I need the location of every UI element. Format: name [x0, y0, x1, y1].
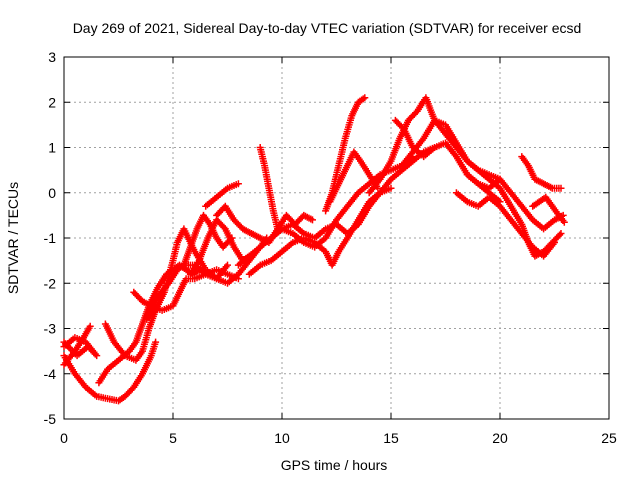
- y-axis-label: SDTVAR / TECUs: [5, 182, 21, 294]
- series-track-22: [463, 171, 567, 233]
- y-tick-label: 3: [48, 49, 56, 65]
- y-tick-label: 0: [48, 185, 56, 201]
- chart-title: Day 269 of 2021, Sidereal Day-to-day VTE…: [73, 20, 582, 36]
- series-track-5: [101, 225, 231, 364]
- x-tick-label: 15: [383, 430, 399, 446]
- x-tick-label: 25: [601, 430, 617, 446]
- x-axis-label: GPS time / hours: [281, 457, 388, 473]
- series-track-15: [267, 144, 439, 242]
- x-tick-label: 5: [169, 430, 177, 446]
- grid-lines: [64, 57, 609, 419]
- x-tick-label: 20: [492, 430, 508, 446]
- y-tick-label: -1: [44, 230, 57, 246]
- axis-ticks: 0 5 10 15 20 25 -5 -4 -3 -2 -1 0 1 2 3: [44, 49, 617, 446]
- series-track-6: [130, 266, 242, 314]
- y-tick-label: -5: [44, 411, 57, 427]
- y-tick-label: 2: [48, 94, 56, 110]
- series-track-16: [322, 94, 369, 215]
- series-track-3: [60, 322, 94, 369]
- y-tick-label: -3: [44, 321, 57, 337]
- x-tick-label: 10: [274, 430, 290, 446]
- series-track-24: [529, 193, 568, 226]
- series-track-21: [452, 189, 558, 260]
- y-tick-label: -2: [44, 275, 57, 291]
- series-track-23: [518, 153, 565, 192]
- data-markers: [60, 94, 568, 405]
- x-tick-label: 0: [60, 430, 68, 446]
- series-track-2: [60, 338, 160, 405]
- series-track-10: [202, 180, 242, 210]
- y-tick-label: 1: [48, 140, 56, 156]
- series-track-17: [326, 148, 382, 206]
- y-tick-label: -4: [44, 366, 57, 382]
- series-track-12: [256, 144, 282, 233]
